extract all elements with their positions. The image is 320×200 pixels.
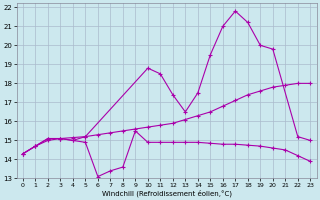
X-axis label: Windchill (Refroidissement éolien,°C): Windchill (Refroidissement éolien,°C) — [101, 189, 232, 197]
